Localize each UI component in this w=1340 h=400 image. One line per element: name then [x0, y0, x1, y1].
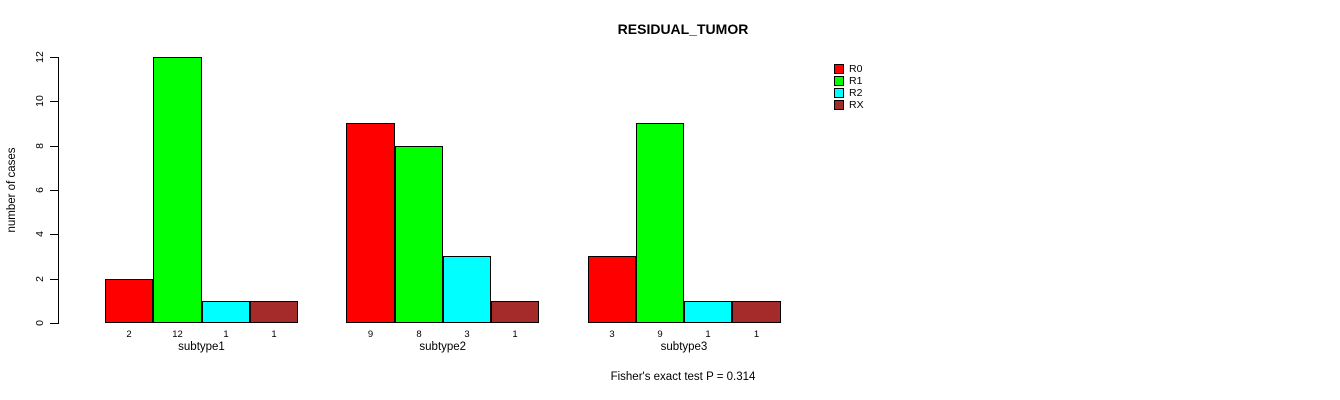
legend-label: R0 [849, 63, 863, 75]
bar-r1-subtype2 [395, 146, 443, 323]
bar-value-label: 3 [464, 329, 470, 340]
bar-value-label: 3 [609, 329, 615, 340]
y-axis-tick [50, 57, 58, 58]
bar-value-label: 1 [271, 329, 277, 340]
legend-swatch-icon [834, 76, 844, 86]
bar-value-label: 1 [512, 329, 518, 340]
y-tick-label: 8 [34, 143, 46, 149]
bar-r0-subtype1 [105, 279, 153, 323]
legend-item-r0: R0 [834, 63, 864, 75]
y-axis-tick [50, 146, 58, 147]
legend-label: R2 [849, 87, 863, 99]
bar-value-label: 9 [657, 329, 663, 340]
legend-swatch-icon [834, 88, 844, 98]
bar-value-label: 12 [172, 329, 183, 340]
legend-swatch-icon [834, 64, 844, 74]
x-category-label: subtype3 [660, 341, 708, 353]
legend-label: R1 [849, 75, 863, 87]
annotation-text: Fisher's exact test P = 0.314 [610, 371, 756, 383]
y-axis-line [58, 57, 59, 324]
bar-value-label: 1 [753, 329, 760, 340]
x-category-label: subtype2 [419, 341, 467, 353]
x-category-label: subtype1 [178, 341, 225, 353]
y-tick-label: 4 [34, 231, 46, 237]
bar-r0-subtype3 [588, 256, 636, 323]
legend-item-r2: R2 [834, 87, 864, 99]
y-axis-title: number of cases [6, 147, 18, 233]
y-axis-tick [50, 279, 58, 280]
chart-title: RESIDUAL_TUMOR [617, 21, 749, 37]
y-axis-tick [50, 234, 58, 235]
bar-value-label: 2 [126, 329, 132, 340]
bar-r2-subtype1 [202, 301, 250, 323]
y-tick-label: 12 [34, 51, 46, 63]
legend-item-r1: R1 [834, 75, 864, 87]
bar-r1-subtype1 [153, 57, 202, 323]
y-axis-tick [50, 101, 58, 102]
y-axis-tick [50, 190, 58, 191]
bar-rx-subtype2 [491, 301, 539, 323]
bar-value-label: 1 [705, 329, 711, 340]
bar-r1-subtype3 [636, 123, 684, 323]
legend: R0 R1 R2 RX [834, 63, 864, 111]
bar-r2-subtype3 [684, 301, 732, 323]
y-tick-label: 6 [34, 187, 46, 193]
y-tick-label: 0 [34, 320, 46, 326]
bar-value-label: 8 [416, 329, 422, 340]
bar-rx-subtype3 [732, 301, 781, 323]
bar-rx-subtype1 [250, 301, 298, 323]
y-tick-label: 10 [34, 95, 46, 107]
bar-r0-subtype2 [346, 123, 395, 323]
legend-label: RX [849, 99, 864, 111]
legend-swatch-icon [834, 100, 844, 110]
bar-value-label: 9 [367, 329, 374, 340]
y-tick-label: 2 [34, 276, 46, 282]
bar-value-label: 1 [223, 329, 229, 340]
y-axis-tick [50, 323, 58, 324]
legend-item-rx: RX [834, 99, 864, 111]
bar-r2-subtype2 [443, 256, 491, 323]
